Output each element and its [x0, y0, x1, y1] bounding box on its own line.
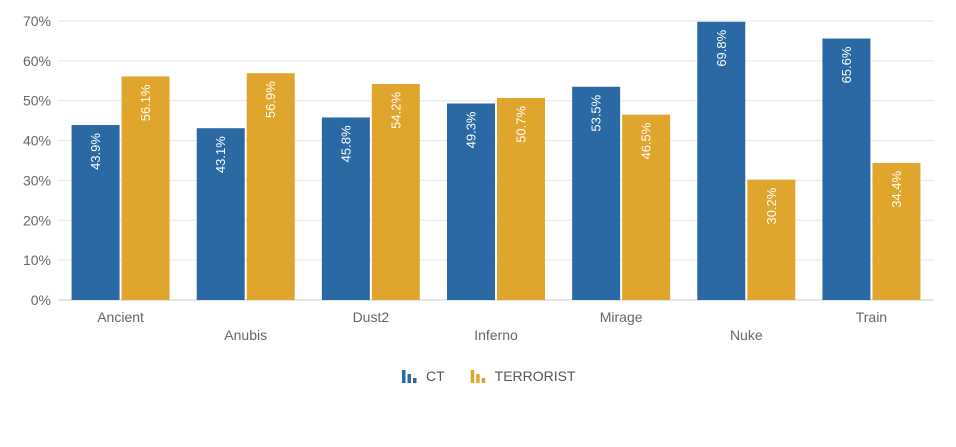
legend-label: CT [426, 368, 445, 384]
legend: CT TERRORIST [402, 368, 576, 384]
legend-icon-bar [481, 378, 486, 383]
grid-lines [58, 20, 934, 301]
y-tick-label: 10% [23, 252, 51, 268]
bar-ct-dust2 [321, 117, 370, 300]
data-label: 69.8% [714, 29, 729, 66]
legend-label: TERRORIST [495, 368, 576, 384]
x-category-label: Nuke [730, 327, 763, 343]
x-category-label: Mirage [600, 309, 643, 325]
bar-terrorist-train [872, 162, 921, 300]
bar-ct-nuke [697, 21, 746, 300]
data-labels: 43.9% 56.1% 43.1% 56.9% 45.8% 54.2% 49.3% 50.7%… [88, 29, 904, 224]
data-label: 34.4% [889, 170, 904, 207]
legend-icon-bar [402, 370, 406, 383]
bar-terrorist-nuke [747, 179, 796, 300]
data-label: 49.3% [464, 111, 479, 148]
bar-chart-icon [470, 370, 486, 383]
data-label: 45.8% [338, 125, 353, 162]
y-tick-label: 60% [23, 53, 51, 69]
data-label: 53.5% [589, 94, 604, 131]
bar-terrorist-dust2 [371, 83, 420, 300]
bar-terrorist-ancient [121, 76, 170, 300]
bar-terrorist-inferno [497, 97, 545, 300]
bar-terrorist-mirage [622, 114, 671, 301]
data-label: 50.7% [514, 105, 529, 142]
data-label: 56.9% [263, 81, 278, 118]
legend-icon-bar [476, 374, 480, 383]
legend-icon-bar [470, 370, 475, 383]
data-label: 54.2% [388, 92, 403, 129]
bars [71, 21, 921, 301]
x-category-label: Inferno [474, 327, 518, 343]
bar-ct-mirage [572, 86, 621, 300]
x-category-label: Dust2 [353, 309, 390, 325]
x-category-label: Anubis [224, 327, 267, 343]
data-label: 43.9% [88, 133, 103, 170]
data-label: 56.1% [138, 84, 153, 121]
bar-ct-ancient [71, 125, 120, 300]
y-tick-label: 20% [23, 212, 51, 228]
bar-terrorist-anubis [246, 73, 295, 300]
x-axis-categories: Ancient Anubis Dust2 Inferno Mirage Nuke Train [97, 309, 887, 343]
y-tick-label: 0% [31, 292, 51, 308]
x-category-label: Train [856, 309, 887, 325]
data-label: 65.6% [839, 46, 854, 83]
y-tick-label: 70% [23, 13, 51, 29]
y-tick-label: 50% [23, 93, 51, 109]
y-tick-label: 30% [23, 172, 51, 188]
data-label: 46.5% [639, 122, 654, 159]
bar-ct-train [822, 38, 871, 301]
legend-icon-bar [413, 378, 417, 383]
data-label: 30.2% [764, 187, 779, 224]
bar-ct-anubis [196, 128, 245, 300]
y-axis-ticks: 0% 10% 20% 30% 40% 50% 60% 70% [23, 13, 51, 308]
data-label: 43.1% [213, 136, 228, 173]
legend-icon-bar [407, 374, 411, 383]
bar-chart-icon [402, 370, 417, 383]
x-category-label: Ancient [97, 309, 144, 325]
bar-ct-inferno [447, 103, 495, 300]
y-tick-label: 40% [23, 133, 51, 149]
